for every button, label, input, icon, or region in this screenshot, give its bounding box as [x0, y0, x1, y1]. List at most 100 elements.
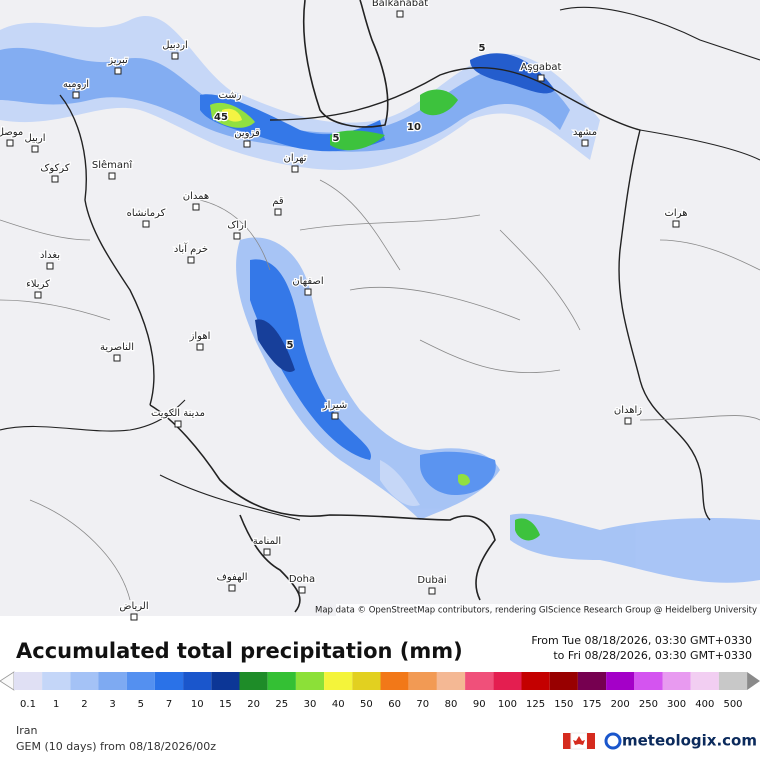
legend-swatch	[521, 672, 550, 690]
legend-swatch	[42, 672, 71, 690]
city-label: اهواز	[189, 331, 211, 342]
city-marker	[31, 145, 39, 153]
precip-annotation: 5	[287, 340, 294, 351]
legend-label: 90	[473, 699, 486, 710]
legend-label: 5	[138, 699, 144, 710]
city-marker	[196, 343, 204, 351]
precip-annotation: 5	[333, 133, 340, 144]
city-marker	[537, 74, 545, 82]
legend-swatch	[408, 672, 437, 690]
legend-label: 250	[639, 699, 658, 710]
city-marker	[331, 412, 339, 420]
legend-label: 40	[332, 699, 345, 710]
city-label: هرات	[665, 208, 688, 219]
city-marker	[298, 586, 306, 594]
legend-swatch	[13, 672, 43, 690]
legend-label: 20	[247, 699, 260, 710]
city-marker	[187, 256, 195, 264]
legend-label: 60	[388, 699, 401, 710]
legend-label: 400	[695, 699, 714, 710]
legend-swatch	[690, 672, 719, 690]
city-label: اراک	[227, 220, 246, 231]
legend-label: 50	[360, 699, 373, 710]
title: Accumulated total precipitation (mm)	[16, 639, 463, 663]
model: GEM (10 days) from 08/18/2026/00z	[16, 740, 216, 753]
legend-swatch	[436, 672, 466, 690]
city-marker	[291, 165, 299, 173]
legend-label: 15	[219, 699, 232, 710]
legend-swatch	[493, 672, 522, 690]
city-marker	[243, 140, 251, 148]
attribution-bg	[336, 604, 760, 616]
legend-swatch	[154, 672, 184, 690]
city-marker	[233, 232, 241, 240]
city-marker	[672, 220, 680, 228]
legend-swatch	[267, 672, 296, 690]
city-label: اصفهان	[292, 276, 323, 287]
legend-swatch	[352, 672, 381, 690]
city-label: الهفوف	[216, 572, 247, 583]
city-label: کرکوک	[40, 163, 69, 174]
city-marker	[113, 354, 121, 362]
legend-arrow-right	[747, 672, 760, 690]
city-label: مشهد	[573, 127, 597, 138]
legend-swatch	[295, 672, 325, 690]
legend-label: 500	[723, 699, 742, 710]
city-label: همدان	[183, 191, 209, 202]
legend-swatch	[549, 672, 578, 690]
legend-label: 30	[304, 699, 317, 710]
city-label: کرمانشاه	[127, 208, 166, 219]
city-marker	[228, 584, 236, 592]
city-label: مدينة الكويت	[151, 408, 205, 419]
legend-swatch	[70, 672, 99, 690]
city-marker	[192, 203, 200, 211]
legend-label: 80	[445, 699, 458, 710]
city-label: قم	[272, 196, 284, 207]
city-marker	[428, 587, 436, 595]
brand-flag	[563, 732, 595, 750]
precip-annotation: 5	[479, 43, 486, 54]
city-marker	[142, 220, 150, 228]
legend-swatch	[606, 672, 635, 690]
legend-label: 25	[275, 699, 288, 710]
city-label: المنامة	[253, 536, 281, 547]
legend-label: 3	[109, 699, 115, 710]
city-label: ارومیه	[63, 79, 89, 90]
legend-swatch	[183, 672, 212, 690]
legend-label: 70	[416, 699, 429, 710]
brand: meteologix.com	[622, 732, 757, 750]
flag-right	[587, 733, 595, 749]
legend-swatch	[718, 672, 748, 690]
city-label: Dubai	[417, 575, 446, 586]
city-marker	[581, 139, 589, 147]
city-label: کربلاء	[26, 279, 50, 290]
legend-swatch	[577, 672, 607, 690]
city-label: زاهدان	[614, 405, 642, 416]
city-label: قزوین	[234, 128, 260, 139]
city-marker	[171, 52, 179, 60]
legend-label: 150	[554, 699, 573, 710]
region: Iran	[16, 724, 38, 737]
precip-annotation: 45	[214, 112, 228, 123]
admin-lines	[0, 179, 760, 601]
legend-swatch	[98, 672, 127, 690]
legend-swatch	[211, 672, 240, 690]
city-label: خرم آباد	[174, 242, 208, 255]
city-label: Aşgabat	[521, 62, 562, 73]
city-marker	[174, 420, 182, 428]
legend-label: 10	[191, 699, 204, 710]
legend-label: 125	[526, 699, 545, 710]
city-marker	[72, 91, 80, 99]
legend-label: 175	[582, 699, 601, 710]
city-label: Balkanabat	[372, 0, 428, 9]
city-marker	[624, 417, 632, 425]
legend-swatch	[324, 672, 353, 690]
legend-arrow-left	[0, 671, 15, 691]
legend-swatch	[380, 672, 409, 690]
legend-label: 300	[667, 699, 686, 710]
precip-areas	[0, 16, 760, 583]
city-label: بغداد	[40, 250, 60, 261]
map-lines	[0, 0, 760, 613]
